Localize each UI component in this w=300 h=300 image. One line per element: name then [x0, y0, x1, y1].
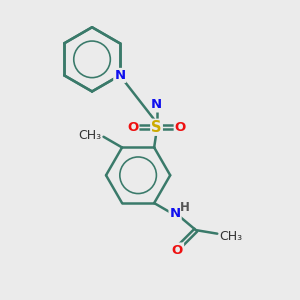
Text: N: N: [169, 207, 181, 220]
Text: O: O: [127, 121, 138, 134]
Text: O: O: [172, 244, 183, 256]
Text: N: N: [151, 98, 162, 112]
Text: CH₃: CH₃: [220, 230, 243, 243]
Text: H: H: [180, 201, 190, 214]
Text: N: N: [114, 69, 125, 82]
Text: S: S: [151, 120, 162, 135]
Text: O: O: [175, 121, 186, 134]
Text: CH₃: CH₃: [78, 129, 101, 142]
